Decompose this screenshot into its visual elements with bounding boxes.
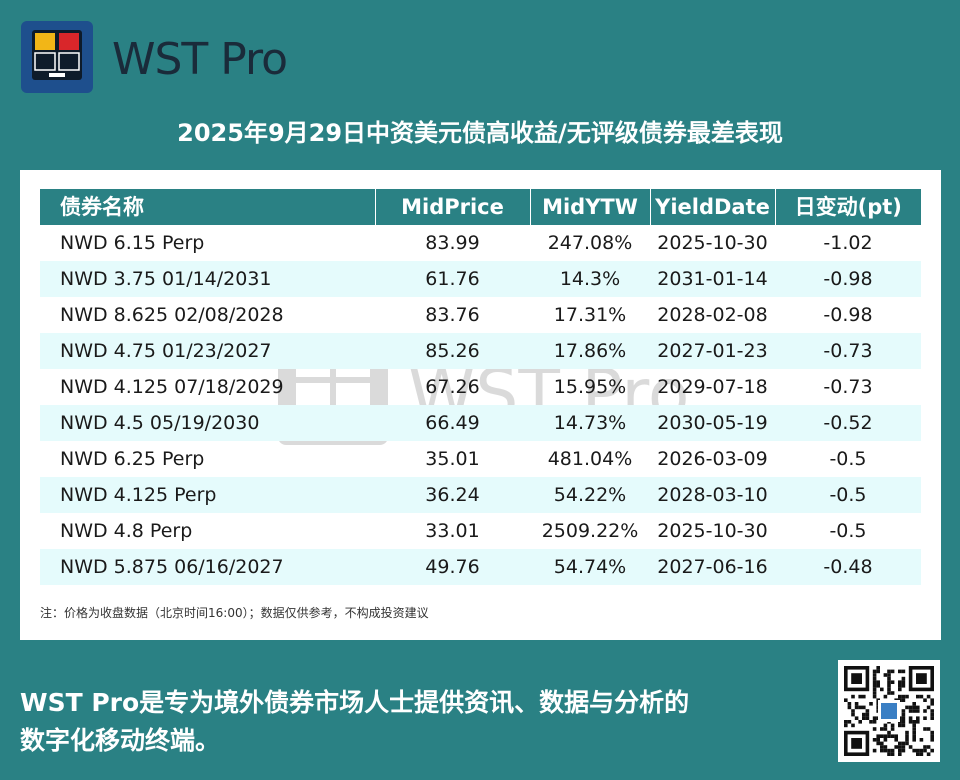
col-header-yielddate: YieldDate (650, 189, 776, 225)
col-header-midprice: MidPrice (375, 189, 531, 225)
cell-bond-name: NWD 6.15 Perp (60, 232, 205, 254)
cell-midytw: 17.31% (553, 304, 627, 326)
cell-midytw: 481.04% (547, 448, 633, 470)
cell-daily-change: -0.73 (823, 376, 873, 398)
cell-midprice: 35.01 (425, 448, 480, 470)
table-row: NWD 3.75 01/14/2031 61.76 14.3% 2031-01-… (40, 261, 921, 297)
cell-midytw: 54.74% (530, 549, 650, 585)
table-row: NWD 4.125 Perp 36.24 54.22% 2028-03-10 -… (40, 477, 921, 513)
cell-yielddate: 2029-07-18 (657, 376, 768, 398)
cell-midprice: 66.49 (375, 405, 530, 441)
cell-midytw: 2509.22% (541, 520, 639, 542)
cell-midytw: 15.95% (553, 376, 627, 398)
cell-yielddate: 2027-01-23 (650, 333, 775, 369)
cell-daily-change: -0.52 (775, 405, 921, 441)
cell-midprice: 85.26 (375, 333, 530, 369)
cell-yielddate: 2028-02-08 (657, 304, 768, 326)
cell-yielddate: 2027-06-16 (650, 549, 775, 585)
table-header-row: 债券名称 MidPrice MidYTW YieldDate 日变动(pt) (40, 189, 921, 225)
table-row: NWD 5.875 06/16/2027 49.76 54.74% 2027-0… (40, 549, 921, 585)
cell-midytw: 247.08% (547, 232, 633, 254)
cell-midytw: 14.3% (530, 261, 650, 297)
cell-midytw: 17.86% (530, 333, 650, 369)
cell-midprice: 67.26 (425, 376, 480, 398)
cell-bond-name: NWD 4.5 05/19/2030 (40, 405, 375, 441)
cell-daily-change: -0.73 (775, 333, 921, 369)
cell-bond-name: NWD 3.75 01/14/2031 (40, 261, 375, 297)
qr-code-icon[interactable] (838, 660, 940, 762)
cell-daily-change: -0.98 (775, 261, 921, 297)
table-row: NWD 6.15 Perp 83.99 247.08% 2025-10-30 -… (40, 225, 921, 261)
cell-bond-name: NWD 4.75 01/23/2027 (40, 333, 375, 369)
brand-name: WST Pro (112, 34, 288, 85)
table-row: NWD 4.8 Perp 33.01 2509.22% 2025-10-30 -… (40, 513, 921, 549)
cell-bond-name: NWD 4.125 Perp (40, 477, 375, 513)
cell-midprice: 61.76 (375, 261, 530, 297)
cell-yielddate: 2028-03-10 (650, 477, 775, 513)
cell-yielddate: 2030-05-19 (650, 405, 775, 441)
wst-logo-icon (21, 21, 93, 93)
cell-daily-change: -0.5 (829, 520, 867, 542)
footer-text: WST Pro是专为境外债券市场人士提供资讯、数据与分析的 数字化移动终端。 (20, 684, 820, 760)
bond-table: 债券名称 MidPrice MidYTW YieldDate 日变动(pt) N… (40, 189, 921, 585)
cell-bond-name: NWD 6.25 Perp (60, 448, 205, 470)
cell-midprice: 83.76 (425, 304, 480, 326)
cell-midytw: 54.22% (530, 477, 650, 513)
cell-daily-change: -0.48 (775, 549, 921, 585)
cell-bond-name: NWD 4.125 07/18/2029 (60, 376, 284, 398)
cell-daily-change: -0.5 (829, 448, 867, 470)
col-header-bond-name: 债券名称 (40, 189, 376, 225)
cell-bond-name: NWD 8.625 02/08/2028 (60, 304, 284, 326)
cell-yielddate: 2025-10-30 (657, 520, 768, 542)
cell-daily-change: -0.98 (823, 304, 873, 326)
disclaimer-note: 注：价格为收盘数据（北京时间16:00）；数据仅供参考，不构成投资建议 (40, 606, 429, 620)
cell-midprice: 36.24 (375, 477, 530, 513)
table-row: NWD 4.5 05/19/2030 66.49 14.73% 2030-05-… (40, 405, 921, 441)
col-header-midytw: MidYTW (530, 189, 651, 225)
table-row: NWD 8.625 02/08/2028 83.76 17.31% 2028-0… (40, 297, 921, 333)
table-panel: WST Pro 债券名称 MidPrice MidYTW YieldDate 日… (20, 170, 941, 640)
cell-midprice: 33.01 (425, 520, 480, 542)
footer-line-1: WST Pro是专为境外债券市场人士提供资讯、数据与分析的 (20, 688, 690, 717)
col-header-daily-change: 日变动(pt) (775, 189, 921, 225)
table-row: NWD 6.25 Perp 35.01 481.04% 2026-03-09 -… (40, 441, 921, 477)
cell-midprice: 49.76 (375, 549, 530, 585)
page-title: 2025年9月29日中资美元债高收益/无评级债券最差表现 (177, 119, 783, 147)
cell-daily-change: -0.5 (775, 477, 921, 513)
cell-midytw: 14.73% (530, 405, 650, 441)
cell-yielddate: 2026-03-09 (657, 448, 768, 470)
cell-yielddate: 2025-10-30 (657, 232, 768, 254)
cell-yielddate: 2031-01-14 (650, 261, 775, 297)
footer-line-2: 数字化移动终端。 (20, 726, 221, 755)
cell-midprice: 83.99 (425, 232, 480, 254)
table-row: NWD 4.75 01/23/2027 85.26 17.86% 2027-01… (40, 333, 921, 369)
table-row: NWD 4.125 07/18/2029 67.26 15.95% 2029-0… (40, 369, 921, 405)
cell-daily-change: -1.02 (823, 232, 873, 254)
cell-bond-name: NWD 4.8 Perp (60, 520, 193, 542)
cell-bond-name: NWD 5.875 06/16/2027 (40, 549, 375, 585)
